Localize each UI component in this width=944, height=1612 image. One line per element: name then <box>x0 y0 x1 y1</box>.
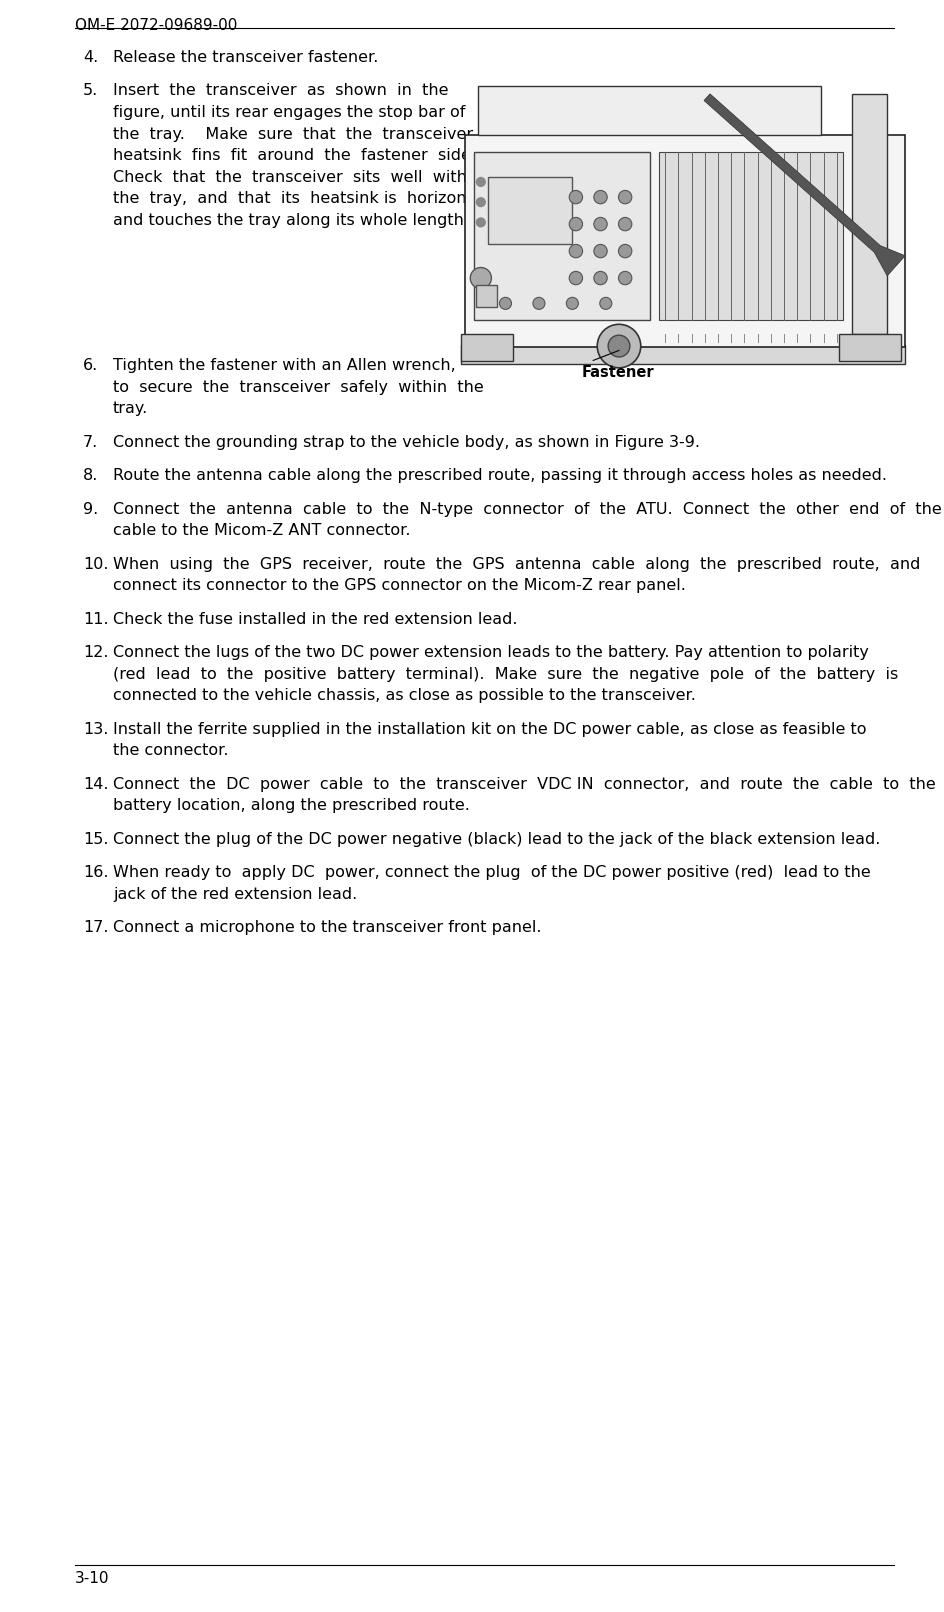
Circle shape <box>569 190 582 203</box>
Text: Connect the grounding strap to the vehicle body, as shown in Figure 3-9.: Connect the grounding strap to the vehic… <box>113 435 700 450</box>
Circle shape <box>594 245 607 258</box>
Circle shape <box>618 190 632 203</box>
Bar <box>488 177 572 245</box>
Text: 7.: 7. <box>83 435 98 450</box>
Text: the  tray,  and  that  its  heatsink is  horizontal: the tray, and that its heatsink is horiz… <box>113 192 487 206</box>
Text: Connect the plug of the DC power negative (black) lead to the jack of the black : Connect the plug of the DC power negativ… <box>113 832 881 846</box>
Circle shape <box>594 190 607 203</box>
Circle shape <box>499 297 512 310</box>
Circle shape <box>477 177 485 187</box>
Text: Connect  the  DC  power  cable  to  the  transceiver  VDC IN  connector,  and  r: Connect the DC power cable to the transc… <box>113 777 936 791</box>
Text: 3-10: 3-10 <box>75 1572 110 1586</box>
Text: connected to the vehicle chassis, as close as possible to the transceiver.: connected to the vehicle chassis, as clo… <box>113 688 696 703</box>
Circle shape <box>477 218 485 227</box>
Text: 16.: 16. <box>83 866 109 880</box>
Text: Connect  the  antenna  cable  to  the  N-type  connector  of  the  ATU.  Connect: Connect the antenna cable to the N-type … <box>113 501 942 517</box>
Bar <box>852 95 887 334</box>
Text: Release the transceiver fastener.: Release the transceiver fastener. <box>113 50 379 64</box>
Text: Fastener: Fastener <box>582 366 654 380</box>
Circle shape <box>618 218 632 231</box>
Circle shape <box>569 245 582 258</box>
Text: heatsink  fins  fit  around  the  fastener  sides.: heatsink fins fit around the fastener si… <box>113 148 484 163</box>
Circle shape <box>618 271 632 285</box>
Text: Insert  the  transceiver  as  shown  in  the: Insert the transceiver as shown in the <box>113 84 448 98</box>
Bar <box>474 152 649 321</box>
Text: jack of the red extension lead.: jack of the red extension lead. <box>113 887 357 901</box>
Circle shape <box>566 297 579 310</box>
Text: Connect the lugs of the two DC power extension leads to the battery. Pay attenti: Connect the lugs of the two DC power ext… <box>113 645 868 661</box>
Text: Check  that  the  transceiver  sits  well  within: Check that the transceiver sits well wit… <box>113 169 481 185</box>
Text: 10.: 10. <box>83 556 109 572</box>
Text: tray.: tray. <box>113 401 148 416</box>
Text: connect its connector to the GPS connector on the Micom-Z rear panel.: connect its connector to the GPS connect… <box>113 579 686 593</box>
Bar <box>461 345 905 364</box>
Text: When  using  the  GPS  receiver,  route  the  GPS  antenna  cable  along  the  p: When using the GPS receiver, route the G… <box>113 556 920 572</box>
Circle shape <box>594 271 607 285</box>
Bar <box>659 152 843 321</box>
Text: the connector.: the connector. <box>113 743 228 758</box>
Bar <box>476 285 497 306</box>
Circle shape <box>569 218 582 231</box>
Bar <box>839 334 901 361</box>
Text: Check the fuse installed in the red extension lead.: Check the fuse installed in the red exte… <box>113 611 517 627</box>
Text: Install the ferrite supplied in the installation kit on the DC power cable, as c: Install the ferrite supplied in the inst… <box>113 722 867 737</box>
Circle shape <box>470 268 492 289</box>
Text: 14.: 14. <box>83 777 109 791</box>
Circle shape <box>599 297 612 310</box>
Text: 4.: 4. <box>83 50 98 64</box>
Circle shape <box>608 335 630 356</box>
Text: 11.: 11. <box>83 611 109 627</box>
Text: Route the antenna cable along the prescribed route, passing it through access ho: Route the antenna cable along the prescr… <box>113 469 887 484</box>
Text: (red  lead  to  the  positive  battery  terminal).  Make  sure  the  negative  p: (red lead to the positive battery termin… <box>113 667 899 682</box>
Text: battery location, along the prescribed route.: battery location, along the prescribed r… <box>113 798 470 812</box>
Circle shape <box>598 324 641 368</box>
Bar <box>479 87 821 135</box>
Text: Tighten the fastener with an Allen wrench,: Tighten the fastener with an Allen wrenc… <box>113 358 456 374</box>
Text: 12.: 12. <box>83 645 109 661</box>
Text: Connect a microphone to the transceiver front panel.: Connect a microphone to the transceiver … <box>113 920 542 935</box>
Text: OM-E 2072-09689-00: OM-E 2072-09689-00 <box>75 18 237 32</box>
Circle shape <box>533 297 545 310</box>
Bar <box>461 334 514 361</box>
Text: 6.: 6. <box>83 358 98 374</box>
Text: 5.: 5. <box>83 84 98 98</box>
Circle shape <box>618 245 632 258</box>
Text: 8.: 8. <box>83 469 98 484</box>
Text: and touches the tray along its whole length.: and touches the tray along its whole len… <box>113 213 469 227</box>
Text: 15.: 15. <box>83 832 109 846</box>
Text: the  tray.    Make  sure  that  the  transceiver: the tray. Make sure that the transceiver <box>113 127 473 142</box>
Text: When ready to  apply DC  power, connect the plug  of the DC power positive (red): When ready to apply DC power, connect th… <box>113 866 870 880</box>
Circle shape <box>594 218 607 231</box>
Text: to  secure  the  transceiver  safely  within  the: to secure the transceiver safely within … <box>113 380 483 395</box>
Bar <box>465 135 905 348</box>
Text: 13.: 13. <box>83 722 109 737</box>
Text: 9.: 9. <box>83 501 98 517</box>
Circle shape <box>477 198 485 206</box>
Circle shape <box>569 271 582 285</box>
Text: 17.: 17. <box>83 920 109 935</box>
Polygon shape <box>704 93 905 276</box>
Text: figure, until its rear engages the stop bar of: figure, until its rear engages the stop … <box>113 105 465 119</box>
Text: cable to the Micom-Z ANT connector.: cable to the Micom-Z ANT connector. <box>113 524 411 538</box>
